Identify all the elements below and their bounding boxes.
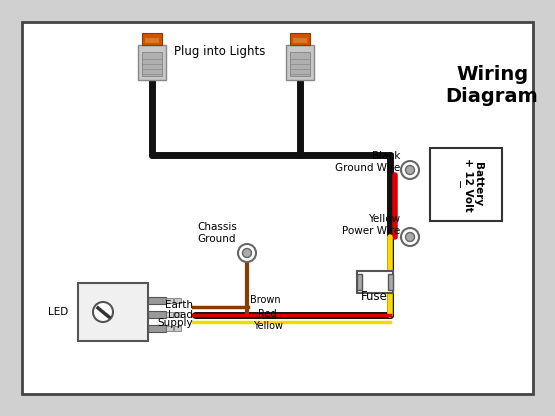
Bar	[142, 33, 162, 45]
Bar	[357, 271, 393, 293]
Bar	[148, 311, 166, 318]
Bar	[174, 312, 181, 317]
Text: Fuse: Fuse	[361, 290, 387, 304]
Bar	[430, 148, 502, 221]
Text: Chassis
Ground: Chassis Ground	[197, 222, 237, 244]
Bar	[138, 45, 166, 80]
Bar	[286, 45, 314, 80]
Circle shape	[406, 166, 415, 174]
Text: LED: LED	[48, 307, 68, 317]
Text: −: −	[453, 180, 463, 189]
Text: Yellow: Yellow	[253, 321, 283, 331]
Text: Load: Load	[168, 310, 193, 320]
Bar	[174, 298, 181, 303]
Text: Supply: Supply	[158, 318, 193, 328]
Bar	[290, 33, 310, 45]
Circle shape	[238, 244, 256, 262]
Text: Brown: Brown	[250, 295, 281, 305]
Text: + 12 Volt: + 12 Volt	[463, 158, 473, 211]
Text: Red: Red	[258, 309, 276, 319]
Circle shape	[93, 302, 113, 322]
Bar	[166, 326, 173, 331]
Bar	[22, 22, 533, 394]
Circle shape	[243, 248, 251, 258]
Text: Earth: Earth	[165, 300, 193, 310]
Circle shape	[401, 228, 419, 246]
Text: Wiring
Diagram: Wiring Diagram	[446, 64, 538, 106]
Bar	[166, 298, 173, 303]
Bar	[78, 283, 148, 341]
Bar	[166, 312, 173, 317]
Text: Battery: Battery	[473, 162, 483, 207]
Bar	[388, 274, 393, 290]
Text: Black
Ground Wire: Black Ground Wire	[335, 151, 400, 173]
Bar	[290, 52, 310, 76]
Text: Plug into Lights: Plug into Lights	[174, 45, 266, 59]
Bar	[145, 38, 159, 43]
Bar	[148, 297, 166, 304]
Bar	[293, 38, 307, 43]
Bar	[174, 326, 181, 331]
Circle shape	[401, 161, 419, 179]
Bar	[357, 274, 362, 290]
Circle shape	[406, 233, 415, 242]
Text: Yellow
Power Wire: Yellow Power Wire	[342, 214, 400, 236]
Bar	[142, 52, 162, 76]
Bar	[148, 325, 166, 332]
